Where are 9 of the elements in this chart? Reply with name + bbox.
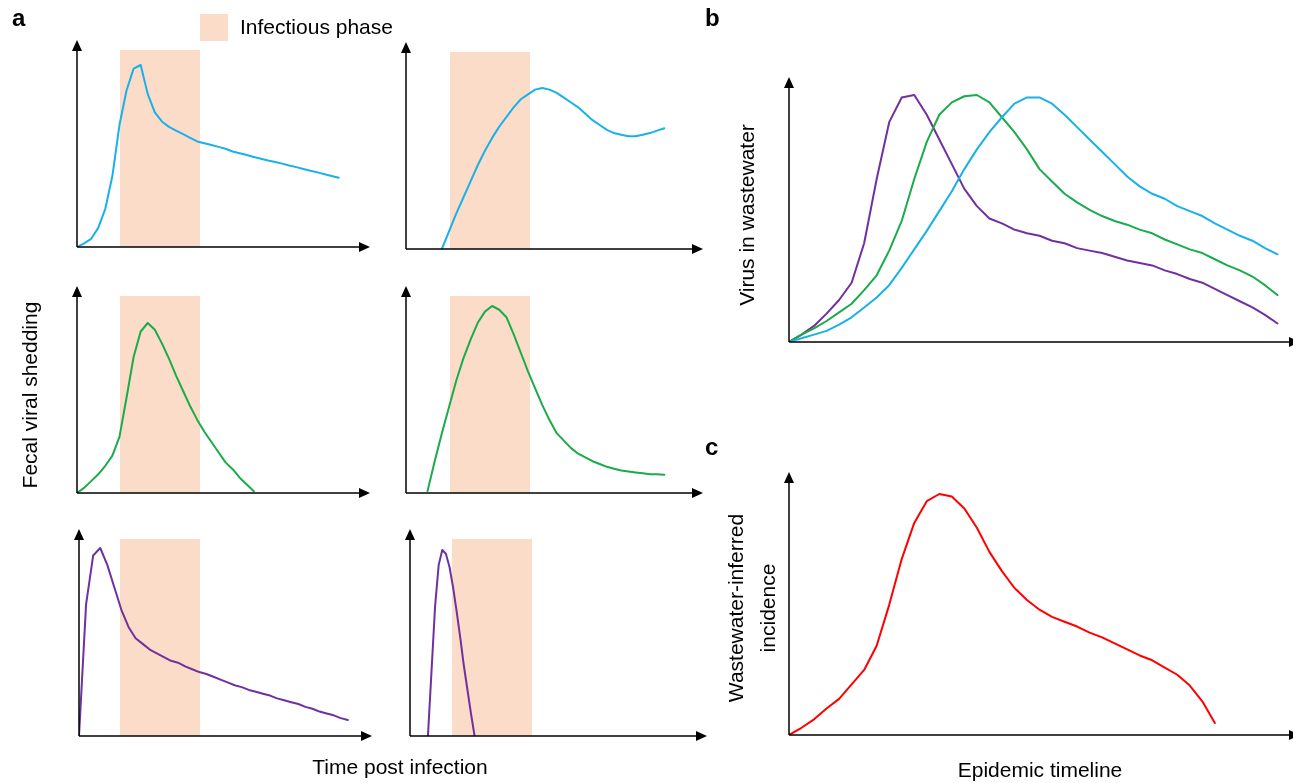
- text: Infectious phase: [240, 15, 393, 39]
- x-axis-title: Time post infection: [312, 755, 488, 779]
- y-axis-title: Virus in wastewater: [734, 123, 759, 308]
- text: a: [12, 4, 26, 32]
- text: b: [705, 4, 720, 32]
- x-axis-title: Epidemic timeline: [957, 758, 1123, 782]
- text: c: [705, 433, 719, 461]
- y-axis-title: Fecal viral shedding: [17, 300, 42, 491]
- y-axis-title: Wastewater-inferred incidence: [723, 512, 780, 705]
